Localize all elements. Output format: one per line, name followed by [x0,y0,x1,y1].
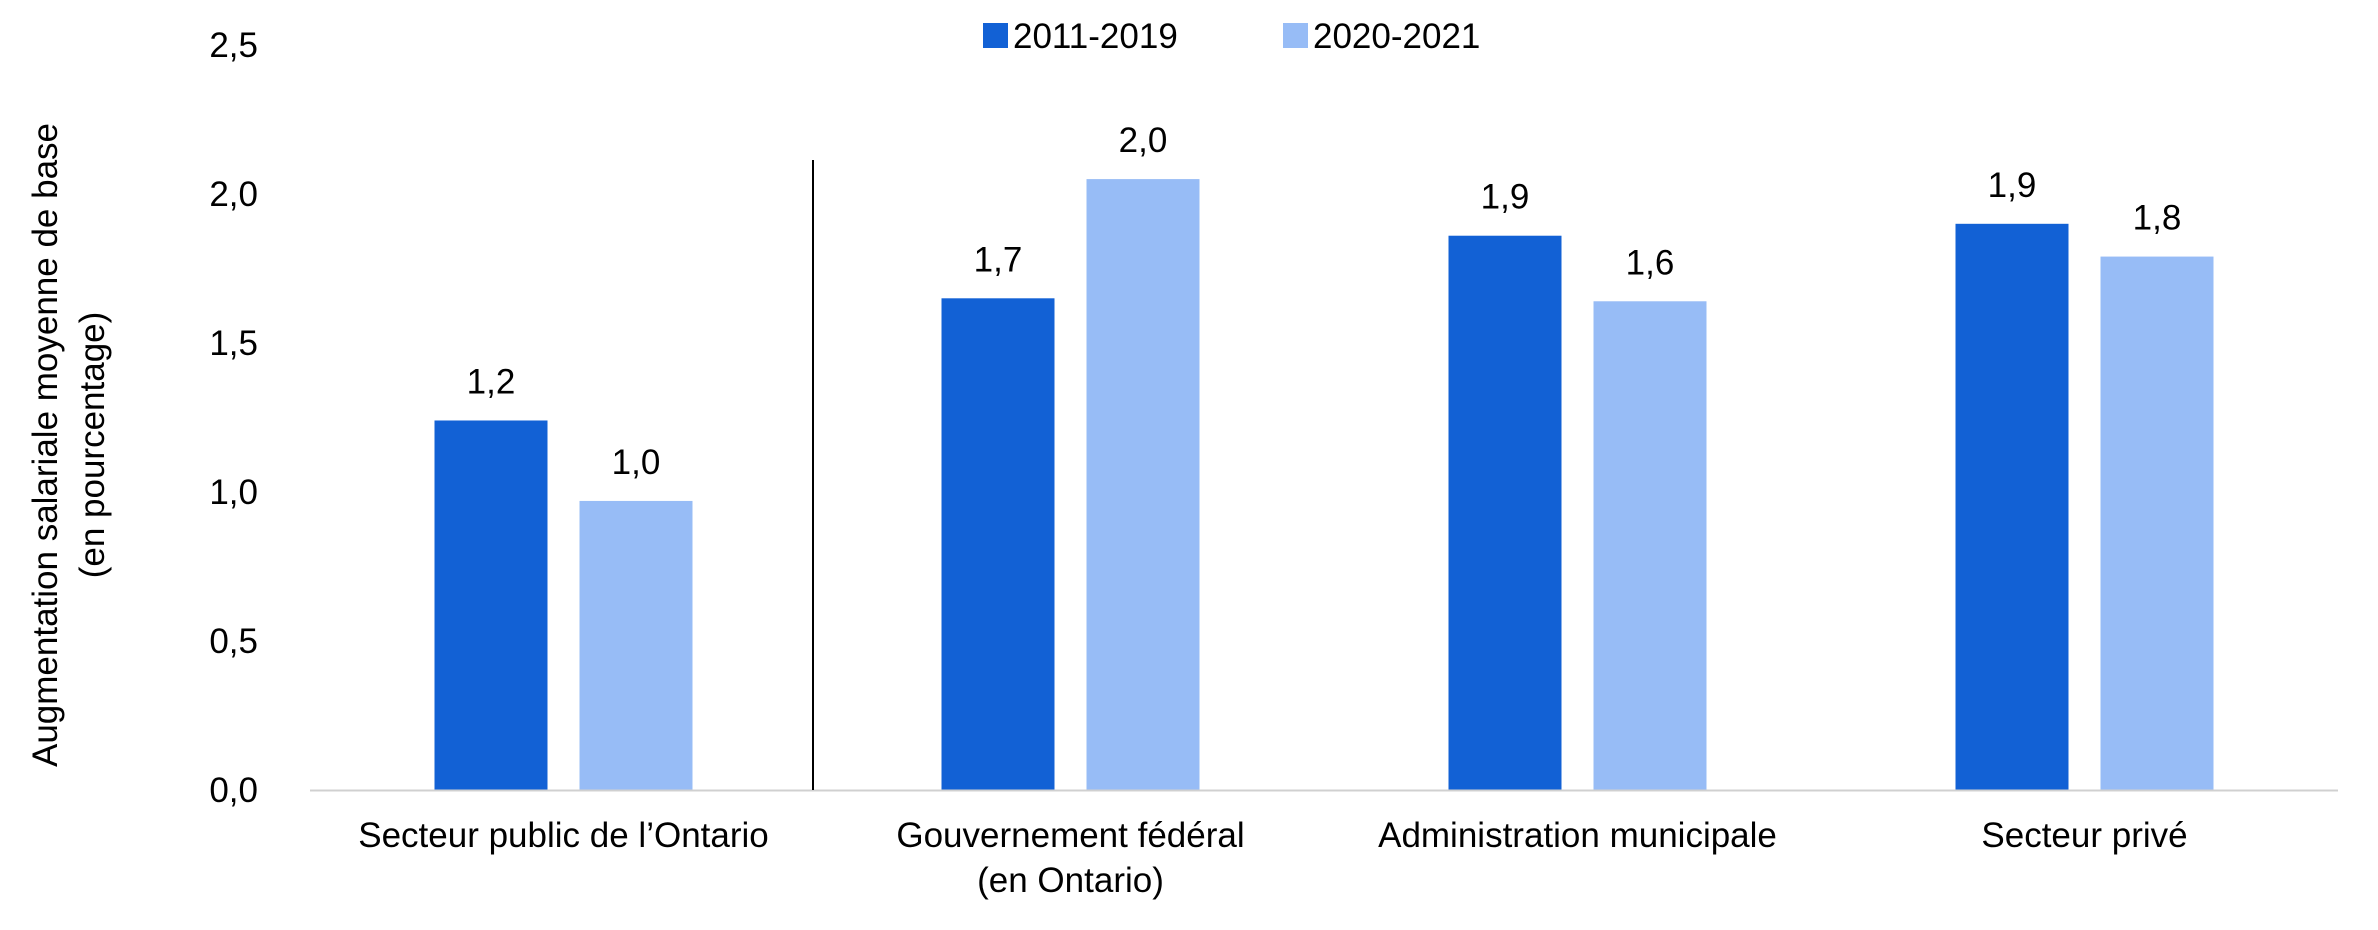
data-label: 1,2 [467,362,516,401]
y-axis-title: Augmentation salariale moyenne de base (e… [26,123,112,767]
data-label: 2,0 [1119,121,1168,160]
y-axis-title-line: (en pourcentage) [73,312,112,579]
y-axis: 0,0 0,5 1,0 1,5 2,0 2,5 [209,26,258,810]
bar-1-3 [1448,235,1562,791]
data-label: 1,6 [1626,243,1675,282]
data-label: 1,0 [612,443,661,482]
legend-swatch-1 [983,23,1008,48]
x-tick-label: Secteur privé [1981,816,2187,855]
x-axis: Secteur public de l’Ontario Gouvernement … [310,160,2338,900]
y-tick-label: 0,5 [209,622,258,661]
data-label: 1,7 [974,240,1023,279]
y-axis-title-line: Augmentation salariale moyenne de base [26,123,65,767]
y-tick-label: 1,5 [209,324,258,363]
bar-2-2 [1086,179,1200,791]
x-tick-label: (en Ontario) [977,861,1164,900]
x-tick-label: Gouvernement fédéral [896,816,1244,855]
x-tick-label: Secteur public de l’Ontario [358,816,769,855]
data-label: 1,8 [2133,199,2182,238]
y-tick-label: 2,0 [209,175,258,214]
legend: 2011-2019 2020-2021 [983,17,1480,56]
legend-label: 2020-2021 [1313,17,1480,56]
bar-1-2 [941,298,1055,790]
data-label: 1,9 [1481,178,1530,217]
y-tick-label: 1,0 [209,473,258,512]
bars [434,179,2214,791]
y-tick-label: 0,0 [209,771,258,810]
data-labels: 1,2 1,0 1,7 2,0 1,9 1,6 1,9 1,8 [467,121,2182,482]
bar-1-1 [434,420,548,790]
bar-2-3 [1593,301,1707,790]
x-tick-label: Administration municipale [1378,816,1777,855]
y-tick-label: 2,5 [209,26,258,65]
bar-2-4 [2100,256,2214,791]
bar-2-1 [579,500,693,790]
bar-1-4 [1955,223,2069,791]
data-label: 1,9 [1988,166,2037,205]
legend-swatch-2 [1283,23,1308,48]
legend-label: 2011-2019 [1013,17,1178,56]
